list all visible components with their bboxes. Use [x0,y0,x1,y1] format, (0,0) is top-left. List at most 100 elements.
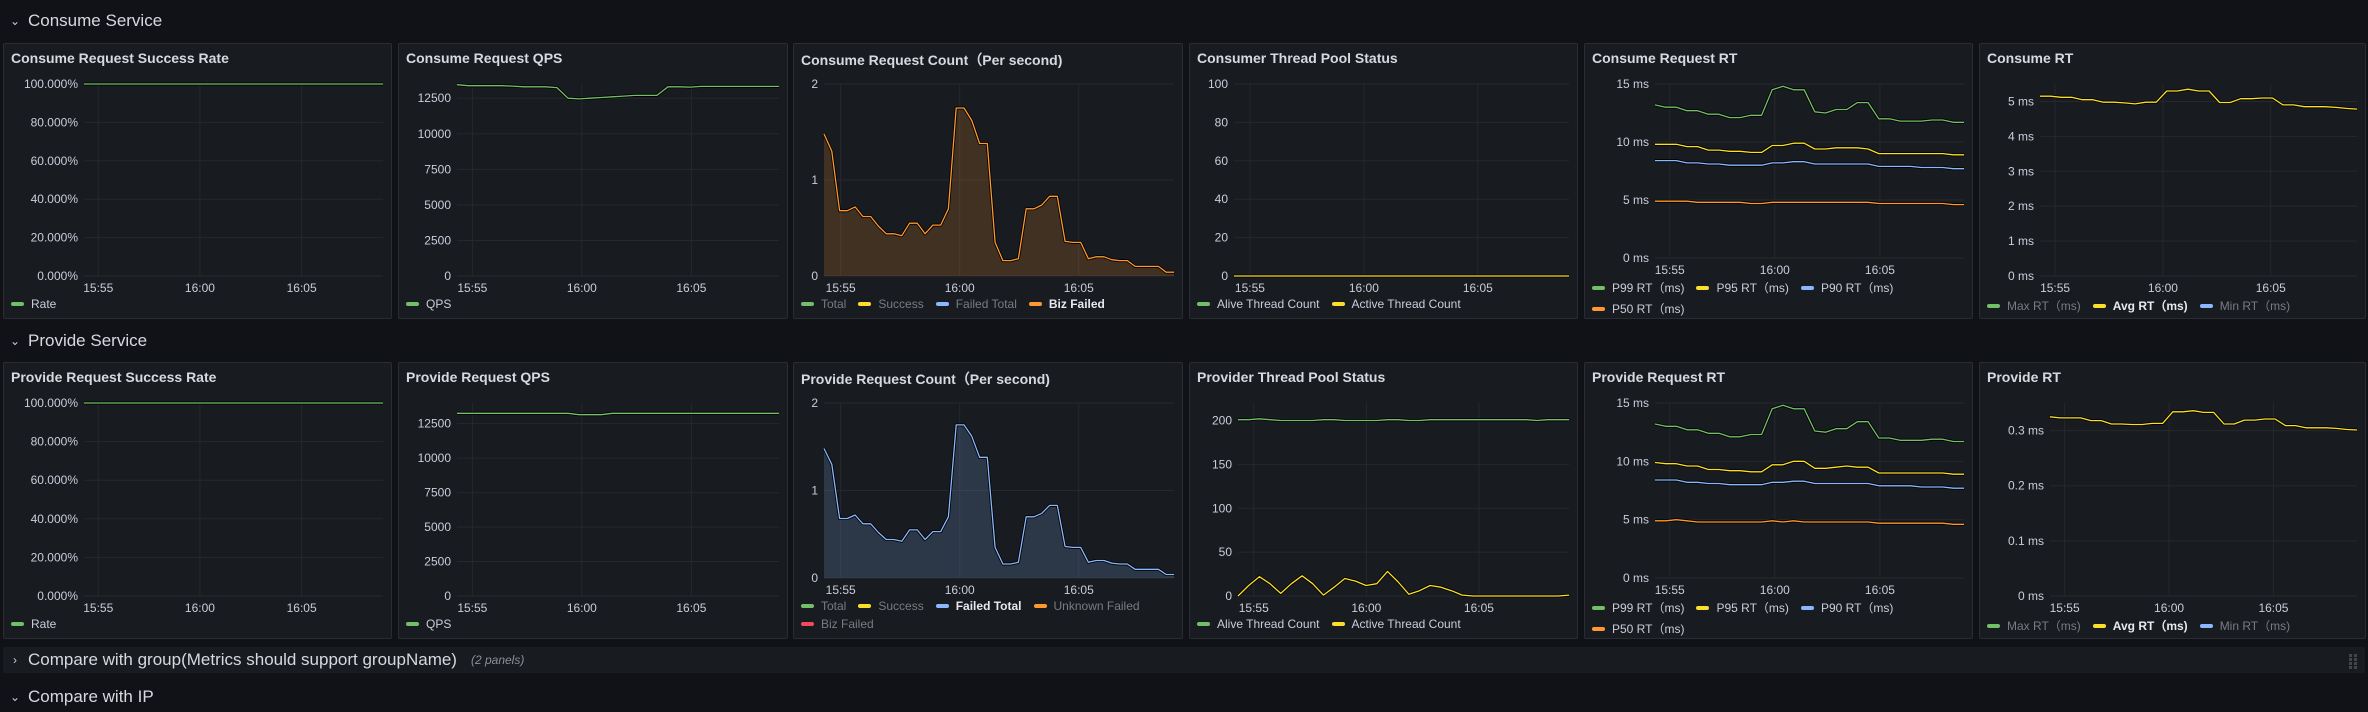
series-line-3[interactable] [1655,519,1964,525]
legend-item[interactable]: Failed Total [935,599,1022,613]
y-tick-label: 40 [1215,192,1229,206]
series-line-0[interactable] [457,412,779,416]
series-line-1[interactable] [1655,142,1964,156]
legend-item[interactable]: Min RT（ms) [2199,617,2290,634]
series-line-3[interactable] [823,107,1174,273]
y-tick-label: 100.000% [24,396,78,410]
x-tick-label: 16:00 [2148,281,2178,295]
row-header-provide-service[interactable]: ⌄ Provide Service [0,328,147,354]
legend-item[interactable]: P90 RT（ms) [1800,279,1893,296]
chart-legend: Rate [11,617,386,631]
y-tick-label: 1 ms [2008,234,2034,248]
legend-item[interactable]: P99 RT（ms) [1592,279,1684,296]
x-tick-label: 16:05 [1464,601,1494,615]
y-tick-label: 0 ms [2008,269,2034,283]
y-tick-label: 40.000% [31,512,79,526]
legend-item[interactable]: QPS [406,617,451,631]
legend-label: Alive Thread Count [1217,297,1320,311]
y-tick-label: 0.1 ms [2008,534,2044,548]
series-line-1[interactable] [1654,460,1964,475]
provide-rt-panel[interactable]: Provide RT 0 ms 0.1 ms 0.2 ms 0.3 ms 15:55 16:… [1979,362,2366,639]
chart-canvas[interactable]: 0 50 100 150 200 15:55 16:00 16:05 [1190,363,1579,640]
series-line-1[interactable] [2040,88,2358,110]
chart-canvas[interactable]: 0 ms 0.1 ms 0.2 ms 0.3 ms 15:55 16:00 16:05 [1980,363,2367,640]
series-line-0[interactable] [1654,404,1964,443]
consumer-thread-pool-panel[interactable]: Consumer Thread Pool Status 0 20 40 60 80 100 1… [1189,43,1578,319]
series-line-2[interactable] [823,424,1174,576]
legend-swatch-icon [1028,302,1042,306]
legend-item[interactable]: P50 RT（ms) [1592,300,1684,317]
legend-item[interactable]: Rate [11,297,56,311]
legend-item[interactable]: Min RT（ms) [2199,297,2290,314]
series-line-outline [1654,403,1964,443]
x-tick-label: 15:55 [83,601,113,615]
legend-item[interactable]: P50 RT（ms) [1592,620,1684,637]
consume-request-count-panel[interactable]: Consume Request Count（Per second) 0 1 2 15:5… [793,43,1183,319]
chart-canvas[interactable]: 0 1 2 15:55 16:00 16:05 [794,44,1184,320]
legend-item[interactable]: P95 RT（ms) [1696,599,1789,616]
consume-qps-panel[interactable]: Consume Request QPS 0 2500 5000 7500 10000 125… [398,43,788,319]
legend-item[interactable]: Avg RT（ms) [2092,297,2188,314]
x-tick-label: 16:05 [676,281,706,295]
row-header-compare-ip[interactable]: ⌄ Compare with IP [0,684,154,710]
chart-canvas[interactable]: 0.000% 20.000% 40.000% 60.000% 80.000% 100.00… [4,44,393,320]
y-tick-label: 20.000% [31,550,79,564]
legend-item[interactable]: Success [858,297,924,311]
chart-canvas[interactable]: 0 2500 5000 7500 10000 12500 15:55 16:00 16:05 [399,363,789,640]
legend-item[interactable]: Avg RT（ms) [2092,617,2188,634]
legend-item[interactable]: Total [801,599,846,613]
legend-item[interactable]: Max RT（ms) [1987,297,2081,314]
legend-item[interactable]: Active Thread Count [1331,617,1461,631]
series-line-1[interactable] [2049,410,2358,431]
legend-swatch-icon [1592,605,1605,610]
series-line-2[interactable] [1655,159,1964,170]
provide-request-count-panel[interactable]: Provide Request Count（Per second) 0 1 2 15:5… [793,362,1183,639]
legend-item[interactable]: Biz Failed [801,617,874,631]
legend-item[interactable]: Max RT（ms) [1987,617,2081,634]
legend-label: Max RT（ms) [2007,619,2081,633]
provide-success-rate-panel[interactable]: Provide Request Success Rate 0.000% 20.000… [3,362,392,639]
legend-item[interactable]: Biz Failed [1028,297,1105,311]
legend-label: Biz Failed [821,617,874,631]
legend-item[interactable]: Alive Thread Count [1197,617,1320,631]
provide-request-rt-panel[interactable]: Provide Request RT 0 ms 5 ms 10 ms 15 ms 15:5… [1584,362,1973,639]
legend-item[interactable]: P99 RT（ms) [1592,599,1684,616]
series-line-0[interactable] [456,84,779,100]
provide-qps-panel[interactable]: Provide Request QPS 0 2500 5000 7500 10000 125… [398,362,788,639]
legend-item[interactable]: Unknown Failed [1033,599,1140,613]
x-tick-label: 15:55 [1655,583,1685,597]
chart-canvas[interactable]: 0 1 2 15:55 16:00 16:05 [794,363,1184,640]
chart-canvas[interactable]: 0 ms 5 ms 10 ms 15 ms 15:55 16:00 16:05 [1585,363,1974,640]
y-tick-label: 60.000% [31,154,79,168]
series-line-1[interactable] [1237,570,1570,597]
chart-canvas[interactable]: 0.000% 20.000% 40.000% 60.000% 80.000% 100.00… [4,363,393,640]
legend-item[interactable]: Alive Thread Count [1197,297,1320,311]
chart-canvas[interactable]: 0 2500 5000 7500 10000 12500 15:55 16:00 16:05 [399,44,789,320]
legend-item[interactable]: P90 RT（ms) [1800,599,1893,616]
legend-item[interactable]: Failed Total [935,297,1017,311]
series-line-2[interactable] [1655,479,1964,489]
consume-rt-panel[interactable]: Consume RT 0 ms 1 ms 2 ms 3 ms 4 ms 5 ms 15:55 1… [1979,43,2366,319]
legend-label: Avg RT（ms) [2112,299,2188,313]
legend-item[interactable]: QPS [406,297,451,311]
drag-handle-icon[interactable] [2349,654,2357,669]
legend-item[interactable]: Total [801,297,846,311]
legend-item[interactable]: Rate [11,617,56,631]
chart-canvas[interactable]: 0 ms 1 ms 2 ms 3 ms 4 ms 5 ms 15:55 16:00 16:05 [1980,44,2367,320]
legend-item[interactable]: Success [858,599,924,613]
legend-item[interactable]: Active Thread Count [1331,297,1461,311]
series-line-3[interactable] [1655,200,1964,206]
legend-swatch-icon [935,604,949,608]
chart-canvas[interactable]: 0 ms 5 ms 10 ms 15 ms 15:55 16:00 16:05 [1585,44,1974,320]
chart-legend: Total Success Failed Total Biz Failed [801,297,1177,311]
consume-success-rate-panel[interactable]: Consume Request Success Rate 0.000% 20.000… [3,43,392,319]
row-header-compare-group[interactable]: › Compare with group(Metrics should supp… [3,647,2365,673]
series-line-0[interactable] [1654,85,1964,123]
consume-request-rt-panel[interactable]: Consume Request RT 0 ms 5 ms 10 ms 15 ms 15:5… [1584,43,1973,319]
chart-canvas[interactable]: 0 20 40 60 80 100 15:55 16:00 16:05 [1190,44,1579,320]
provider-thread-pool-panel[interactable]: Provider Thread Pool Status 0 50 100 150 200 1… [1189,362,1578,639]
y-tick-label: 15 ms [1616,396,1649,410]
legend-item[interactable]: P95 RT（ms) [1696,279,1789,296]
series-line-0[interactable] [1238,418,1569,422]
row-header-consume-service[interactable]: ⌄ Consume Service [0,8,162,34]
